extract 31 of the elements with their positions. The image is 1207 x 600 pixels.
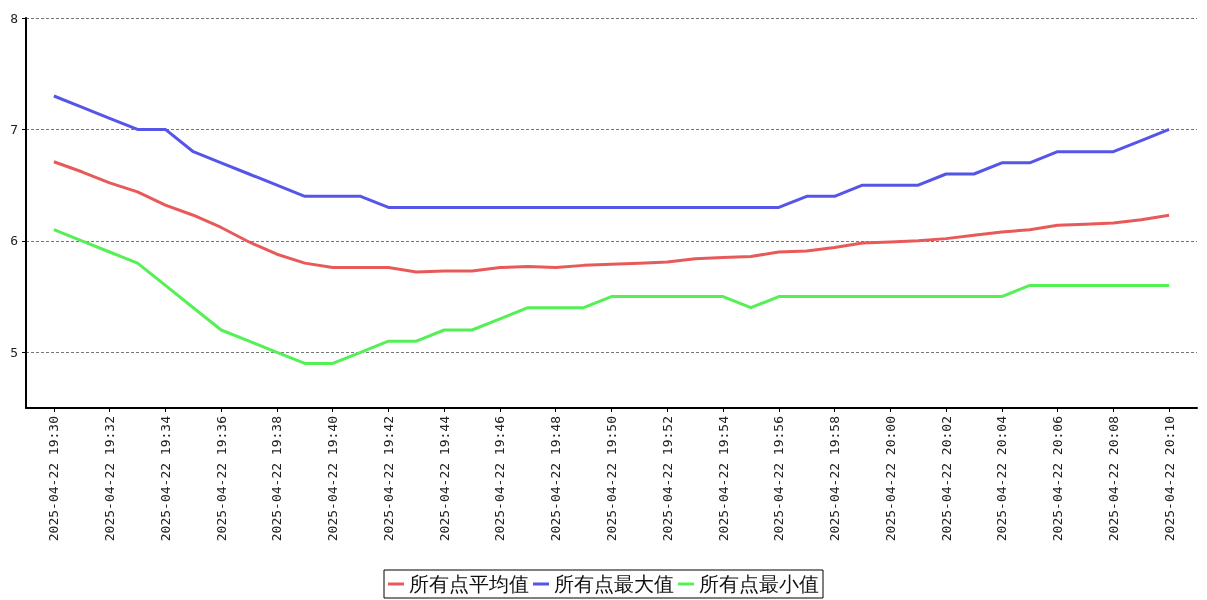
line-series xyxy=(52,228,1171,365)
legend-label: 所有点最大值 xyxy=(554,573,674,595)
x-tick-label: 2025-04-22 20:10 xyxy=(1161,416,1177,542)
y-tick-label: 8 xyxy=(10,10,18,26)
y-tick-label: 5 xyxy=(10,344,18,360)
x-tick-label: 2025-04-22 19:58 xyxy=(827,416,843,542)
x-tick-label: 2025-04-22 19:44 xyxy=(436,415,452,542)
x-tick-label: 2025-04-22 20:08 xyxy=(1105,416,1121,542)
legend-label: 所有点最小值 xyxy=(699,573,819,595)
x-tick-label: 2025-04-22 20:02 xyxy=(938,416,954,542)
line-series xyxy=(52,94,1171,209)
x-tick-label: 2025-04-22 20:06 xyxy=(1050,416,1066,542)
x-tick-label: 2025-04-22 19:52 xyxy=(659,416,675,542)
y-tick-label: 6 xyxy=(10,233,18,249)
line-series xyxy=(52,160,1171,274)
x-tick-label: 2025-04-22 19:38 xyxy=(269,416,285,542)
x-tick-label: 2025-04-22 20:04 xyxy=(994,415,1010,542)
legend-label: 所有点平均值 xyxy=(409,573,529,595)
x-tick-label: 2025-04-22 19:40 xyxy=(325,416,341,542)
x-tick-label: 2025-04-22 19:56 xyxy=(771,416,787,542)
y-tick-label: 7 xyxy=(10,121,18,137)
x-tick-label: 2025-04-22 19:32 xyxy=(102,416,118,542)
x-tick-label: 2025-04-22 19:46 xyxy=(492,416,508,542)
x-tick-label: 2025-04-22 19:54 xyxy=(715,415,731,542)
x-tick-label: 2025-04-22 19:34 xyxy=(157,415,173,542)
x-tick-label: 2025-04-22 19:42 xyxy=(380,416,396,542)
x-tick-label: 2025-04-22 19:50 xyxy=(604,416,619,542)
x-tick-label: 2025-04-22 19:36 xyxy=(213,416,229,542)
x-tick-label: 2025-04-22 19:30 xyxy=(46,416,62,542)
x-tick-label: 2025-04-22 20:00 xyxy=(882,416,898,542)
x-tick-label: 2025-04-22 19:48 xyxy=(548,416,564,542)
